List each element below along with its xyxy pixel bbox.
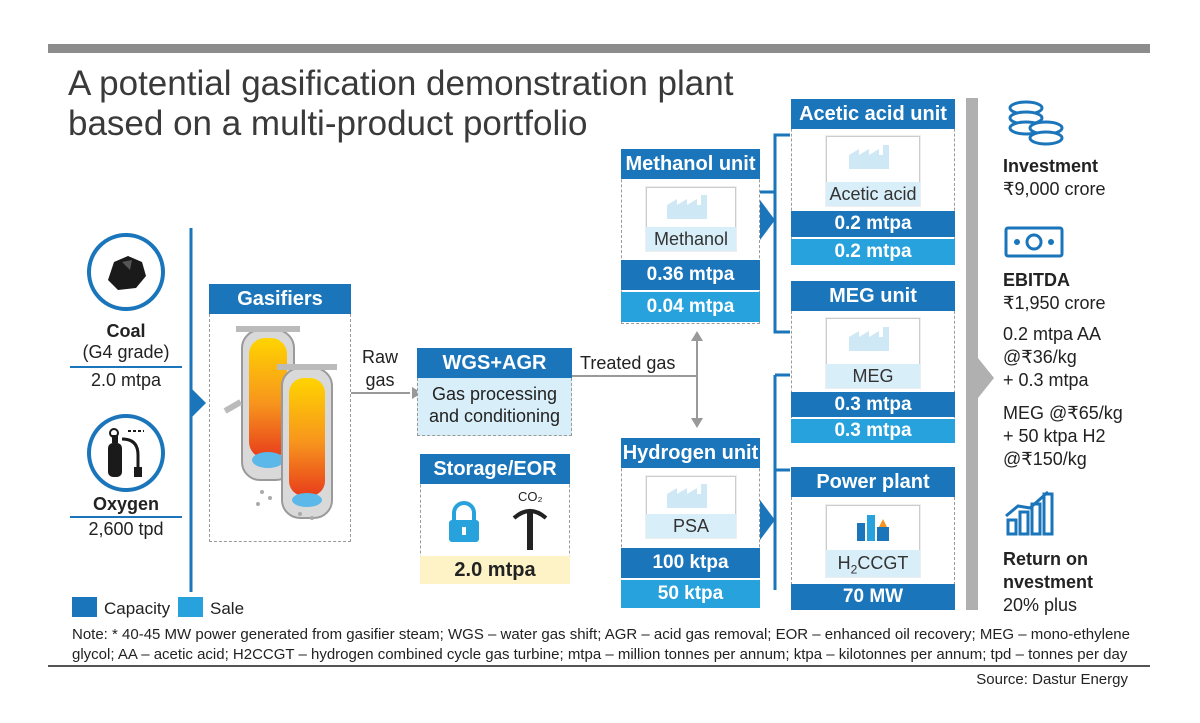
footnote: Note: * 40-45 MW power generated from ga… — [72, 625, 1152, 665]
acetic-acid-factory-icon — [845, 141, 901, 171]
methanol-to-meg-line — [773, 192, 790, 334]
oxygen-label: Oxygen — [92, 494, 160, 514]
ebitda-detail-3: + 0.3 mtpa — [1003, 370, 1089, 390]
ebitda-detail-2: @₹36/kg — [1003, 347, 1077, 367]
ebitda-value: ₹1,950 crore — [1003, 293, 1106, 313]
ebitda-detail-4: MEG @₹65/kg — [1003, 403, 1123, 423]
hydrogen-product-label: PSA — [646, 514, 736, 538]
coal-icon — [86, 232, 166, 312]
storage-eor-title: Storage/EOR — [420, 454, 570, 484]
power-product-h: H — [837, 553, 851, 573]
roi-label-1: Return on — [1003, 549, 1088, 569]
power-plant-title: Power plant — [791, 467, 955, 497]
raw-gas-line-1: Raw — [361, 347, 398, 367]
raw-gas-label: Raw gas — [360, 346, 400, 392]
source-credit: Source: Dastur Energy — [976, 671, 1128, 688]
investment-label: Investment — [1003, 156, 1099, 176]
input-arrowhead — [191, 388, 206, 418]
hydrogen-out-arrow — [760, 500, 775, 540]
raw-gas-line-2: gas — [365, 370, 395, 390]
oxygen-tank-icon — [86, 413, 166, 493]
acetic-acid-sale: 0.2 mtpa — [791, 239, 955, 265]
drill-icon — [510, 502, 550, 552]
coal-value: 2.0 mtpa — [90, 370, 162, 390]
meg-factory-icon — [845, 323, 901, 353]
acetic-acid-capacity: 0.2 mtpa — [791, 211, 955, 237]
finance-separator-bar — [966, 98, 978, 610]
methanol-factory-icon — [663, 191, 719, 221]
ebitda-detail-5: + 50 ktpa H2 — [1003, 426, 1106, 446]
legend-capacity-swatch — [72, 597, 97, 617]
title-line-1: A potential gasification demonstration p… — [68, 64, 734, 103]
gasifier-vessels-icon — [222, 322, 342, 522]
methanol-sale: 0.04 mtpa — [621, 292, 760, 322]
legend-sale-label: Sale — [210, 599, 245, 618]
wgs-agr-title: WGS+AGR — [417, 348, 572, 378]
wgs-agr-line-2: and conditioning — [428, 406, 561, 426]
investment-value: ₹9,000 crore — [1003, 179, 1106, 199]
bar-chart-icon — [1004, 490, 1054, 536]
footnote-line-2: glycol; AA – acetic acid; H2CCGT – hydro… — [72, 646, 1128, 663]
arrow-down-hydrogen — [691, 418, 703, 428]
legend-sale-swatch — [178, 597, 203, 617]
hydrogen-capacity: 100 ktpa — [621, 548, 760, 578]
gasifiers-title: Gasifiers — [209, 284, 351, 314]
methanol-product-label: Methanol — [646, 227, 736, 251]
roi-label-2: nvestment — [1003, 572, 1094, 592]
storage-value: 2.0 mtpa — [420, 556, 570, 584]
coal-divider — [70, 366, 182, 368]
meg-sale: 0.3 mtpa — [791, 419, 955, 443]
footnote-line-1: Note: * 40-45 MW power generated from ga… — [72, 626, 1130, 643]
methanol-capacity: 0.36 mtpa — [621, 260, 760, 290]
oxygen-value: 2,600 tpd — [88, 519, 164, 539]
meg-product-label: MEG — [826, 364, 920, 388]
meg-capacity: 0.3 mtpa — [791, 392, 955, 417]
top-rule — [48, 44, 1150, 53]
power-plant-icon — [853, 509, 893, 543]
co2-label: CO₂ — [518, 489, 543, 504]
ebitda-detail-6: @₹150/kg — [1003, 449, 1087, 469]
power-product-label: H2CCGT — [826, 550, 920, 577]
wgs-agr-line-1: Gas processing — [431, 384, 558, 404]
hydrogen-unit-title: Hydrogen unit — [621, 438, 760, 468]
coal-label: Coal — [106, 321, 146, 341]
title-line-2: based on a multi-product portfolio — [68, 104, 588, 143]
legend-capacity-label: Capacity — [104, 599, 171, 618]
ebitda-detail-1: 0.2 mtpa AA — [1003, 324, 1102, 344]
power-product-rest: CCGT — [857, 553, 909, 573]
coins-icon — [1004, 98, 1066, 148]
power-capacity: 70 MW — [791, 584, 955, 610]
acetic-acid-unit-title: Acetic acid unit — [791, 99, 955, 129]
methanol-to-acetic-line — [760, 133, 790, 194]
arrow-up-methanol — [691, 331, 703, 341]
page-title: A potential gasification demonstration p… — [68, 64, 788, 144]
acetic-acid-product-label: Acetic acid — [826, 182, 920, 206]
hydrogen-factory-icon — [663, 480, 719, 510]
methanol-unit-title: Methanol unit — [621, 149, 760, 179]
ebitda-label: EBITDA — [1003, 270, 1070, 290]
roi-value: 20% plus — [1003, 595, 1078, 615]
bottom-rule — [48, 665, 1150, 667]
methanol-out-arrow — [760, 200, 775, 240]
power-product-subscript: 2 — [850, 562, 858, 577]
coal-grade: (G4 grade) — [82, 342, 170, 362]
hydrogen-sale: 50 ktpa — [621, 580, 760, 608]
lock-icon — [446, 500, 482, 544]
treated-gas-label: Treated gas — [580, 353, 676, 373]
meg-unit-title: MEG unit — [791, 281, 955, 311]
finance-arrowhead — [978, 358, 994, 398]
banknote-icon — [1004, 226, 1064, 260]
oxygen-divider — [70, 516, 182, 518]
